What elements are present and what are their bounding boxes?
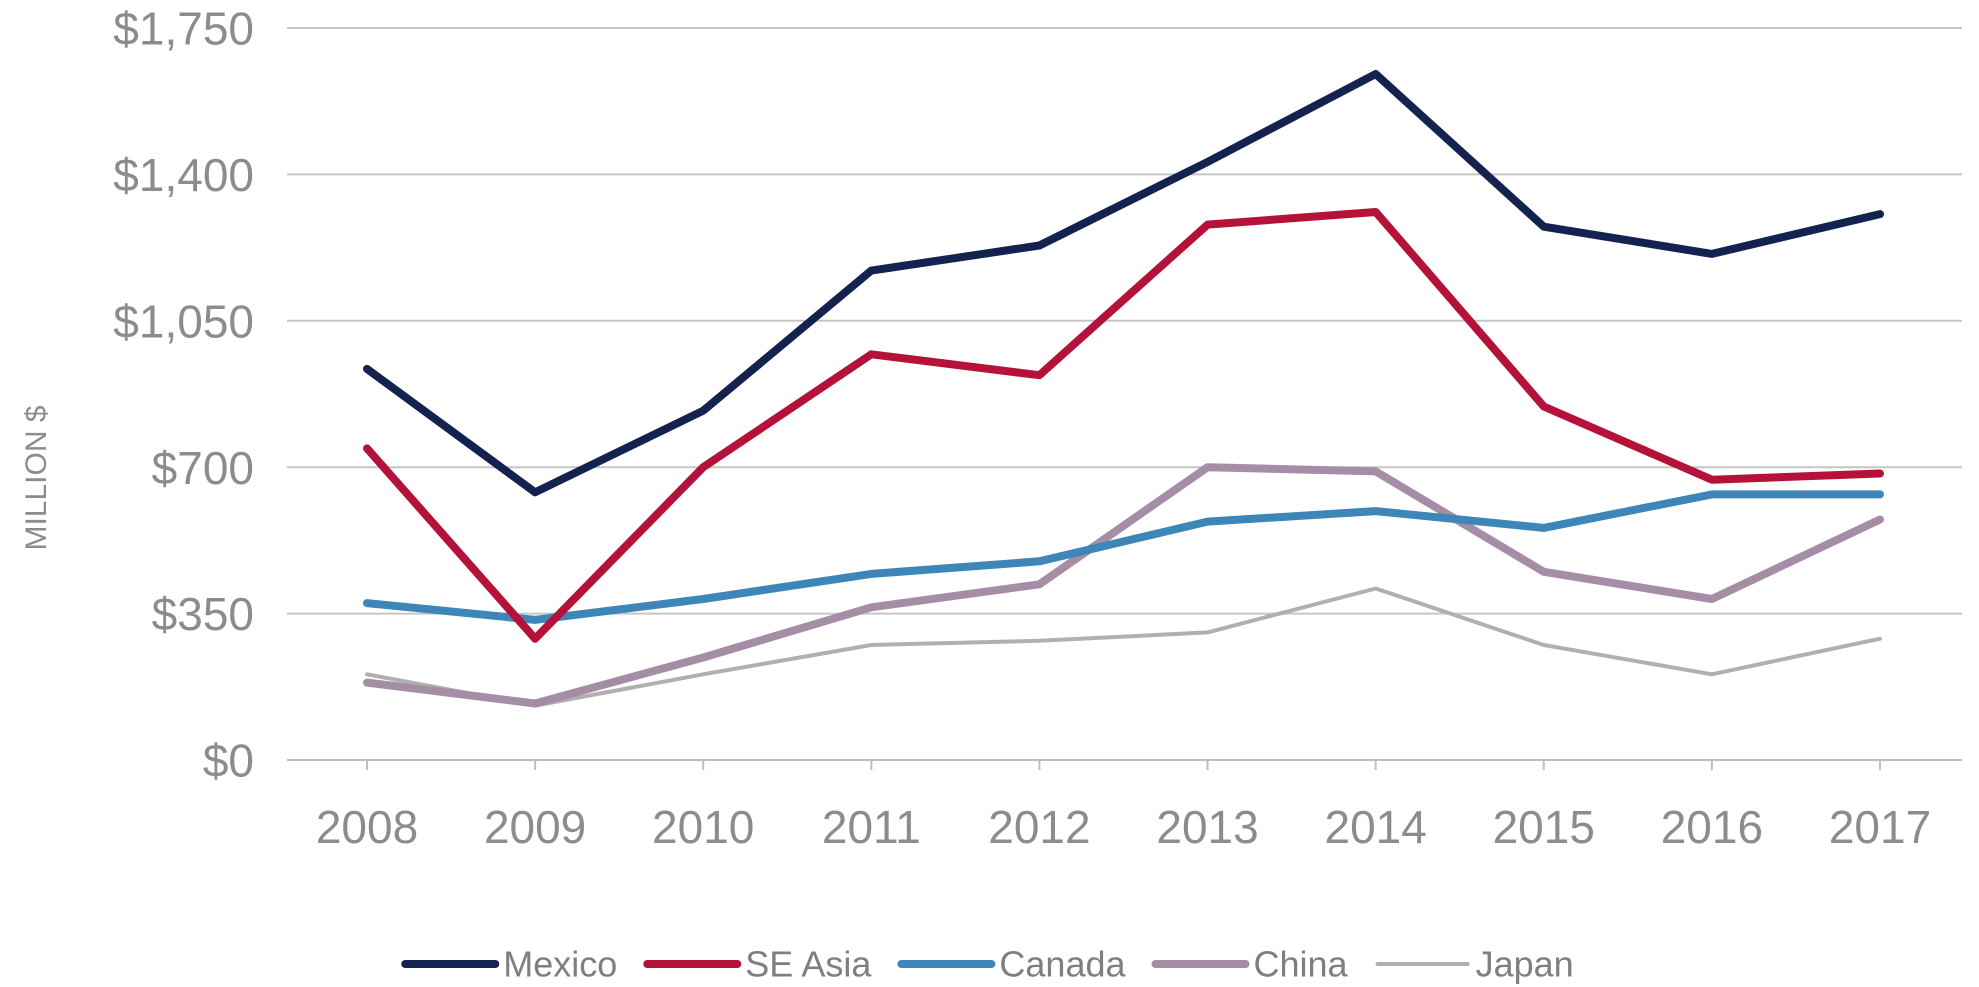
series-line-china [363,463,1884,708]
series-line-mexico [363,70,1884,497]
legend-label: Mexico [503,944,617,985]
x-tick-label: 2016 [1661,801,1763,853]
x-tick-label: 2014 [1324,801,1426,853]
legend-label: China [1254,944,1349,985]
legend-item-japan: Japan [1375,944,1574,985]
x-tick-label: 2008 [316,801,418,853]
y-tick-label: $700 [152,442,254,494]
x-tick-label: 2012 [988,801,1090,853]
series-line-se-asia [363,208,1884,643]
y-tick-label: $0 [203,735,254,787]
y-tick-label: $350 [152,588,254,640]
y-axis-title: MILLION $ [20,405,53,550]
legend-label: Japan [1476,944,1574,985]
legend-label: Canada [999,944,1126,985]
gridlines [287,27,1962,761]
x-tick-label: 2010 [652,801,754,853]
legend-item-china: China [1151,944,1349,985]
y-tick-label: $1,050 [113,295,254,347]
legend-item-canada: Canada [897,944,1126,985]
x-axis-tick-labels: 2008 2009 2010 2011 2012 2013 2014 2015 2016 2017 [316,760,1931,853]
y-tick-label: $1,400 [113,149,254,201]
x-tick-label: 2015 [1493,801,1595,853]
y-tick-label: $1,750 [113,3,254,55]
legend-label: SE Asia [745,944,872,985]
x-tick-label: 2013 [1156,801,1258,853]
legend-item-mexico: Mexico [401,944,617,985]
x-tick-label: 2011 [822,801,921,853]
x-tick-label: 2017 [1829,801,1931,853]
series-line-japan [365,586,1882,708]
series-lines [363,70,1884,708]
x-tick-label: 2009 [484,801,586,853]
y-axis-tick-labels: $0 $350 $700 $1,050 $1,400 $1,750 [113,3,254,787]
legend: Mexico SE Asia Canada China Japan [401,944,1574,985]
legend-item-se-asia: SE Asia [643,944,872,985]
series-line-canada [363,490,1884,624]
